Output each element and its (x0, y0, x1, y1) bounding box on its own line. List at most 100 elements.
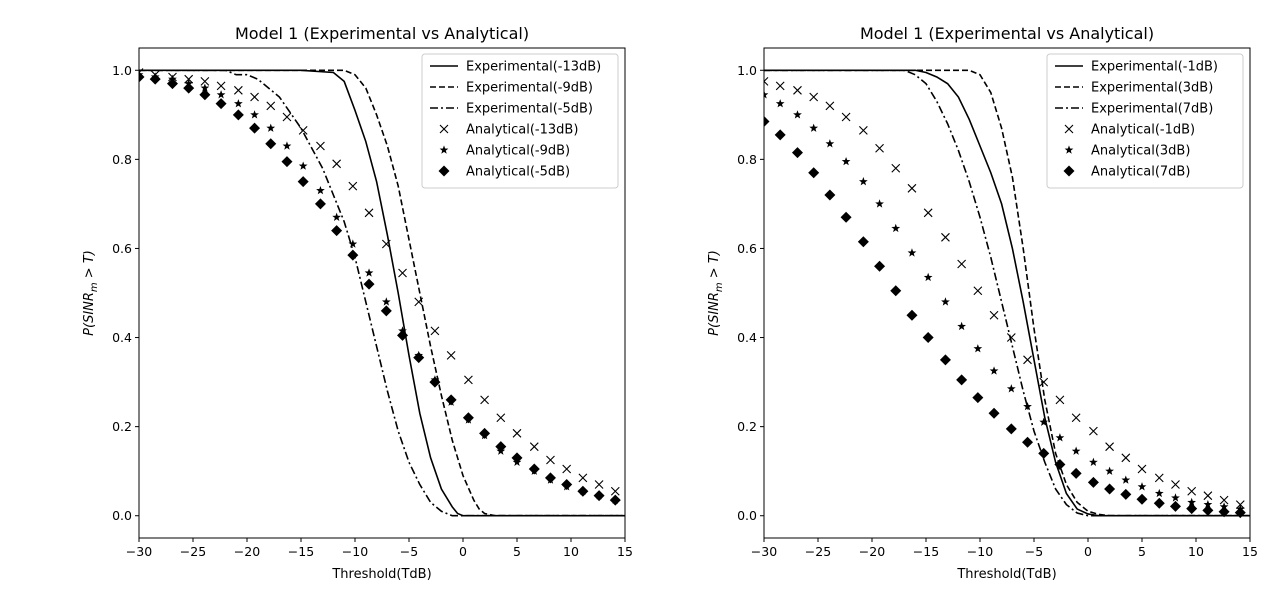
series-experimental-1db-line (764, 69, 1250, 517)
series-analytical-1db-point (1006, 333, 1016, 342)
series-analytical-5db-point (265, 138, 277, 150)
x-tick-label: −15 (288, 544, 314, 559)
legend-item-analytical-13db-label: Analytical(-13dB) (466, 123, 578, 138)
legend-item-analytical-3db-label: Analytical(3dB) (1091, 144, 1190, 159)
series-analytical-9db-point (332, 212, 342, 221)
chart-left: −30 −25 −20 −15 −10 −5 0 5 10 15 0.0 0.2 0.4 0.6 0.8 1.… (82, 24, 633, 582)
x-tick-label: 15 (617, 544, 633, 559)
series-analytical-5db-point (139, 71, 145, 83)
y-tick-label: 1.0 (112, 63, 132, 78)
series-analytical-1db-point (875, 143, 884, 153)
series-analytical-9db-point (200, 83, 210, 92)
series-analytical-13db-point (282, 112, 292, 122)
series-analytical-5db-point (297, 176, 309, 188)
series-analytical-13db-point (266, 101, 276, 111)
series-analytical-1db-point (1203, 491, 1213, 501)
series-analytical-7db-point (1186, 503, 1198, 515)
x-tick-label: −10 (967, 544, 993, 559)
series-analytical-3db-point (775, 99, 785, 108)
series-analytical-5db-point (249, 122, 261, 134)
series-analytical-7db-point (1234, 507, 1246, 519)
series-analytical-5db-point (511, 452, 523, 464)
y-axis-label: P(SINRm > T) (82, 250, 100, 336)
series-analytical-3db-point (891, 223, 901, 233)
series-analytical-5db-point (495, 441, 507, 453)
series-analytical-1db-point (891, 163, 901, 173)
series-experimental-9db-line (139, 69, 625, 517)
series-analytical-13db-point (430, 326, 440, 336)
series-analytical-9db-point (216, 90, 226, 99)
series-analytical-1db-point (1171, 480, 1180, 489)
series-analytical-9db-point (316, 185, 325, 195)
legend-item-analytical-5db-swatch (438, 165, 450, 177)
series-analytical-1db-point (1105, 442, 1114, 452)
y-tick-label: 0.2 (112, 419, 132, 434)
series-analytical-1db-point (1121, 453, 1131, 463)
series-analytical-3db-point (957, 321, 967, 331)
series-analytical-13db-point (381, 239, 391, 249)
series-analytical-1db-point (809, 92, 819, 102)
series-analytical-7db-point (1136, 493, 1148, 505)
x-tick-label: −30 (751, 544, 777, 559)
series-analytical-1db-point (1039, 377, 1049, 387)
series-analytical-5db-point (609, 494, 621, 506)
series-analytical-13db-point (529, 442, 539, 452)
series-analytical-13db-point (316, 141, 325, 151)
series-analytical-1db-point (1137, 464, 1147, 474)
series-experimental-3db-line (764, 69, 1250, 517)
x-tick-label: −10 (342, 544, 368, 559)
x-tick-label: 5 (513, 544, 521, 559)
series-analytical-1db-point (1071, 413, 1081, 423)
y-tick-label: 1.0 (737, 63, 757, 78)
series-analytical-3db-point (1137, 482, 1147, 491)
series-analytical-5db-point (528, 463, 540, 475)
axes-frame (138, 47, 626, 539)
series-analytical-3db-point (764, 90, 769, 99)
plot-area (764, 69, 1250, 519)
legend-item-experimental-3db-label: Experimental(3dB) (1091, 81, 1213, 96)
series-analytical-13db-point (480, 395, 489, 405)
series-analytical-3db-point (1105, 466, 1114, 475)
series-analytical-1db-point (825, 101, 835, 111)
series-analytical-7db-point (874, 260, 886, 272)
series-analytical-1db-point (858, 126, 868, 135)
series-analytical-3db-point (858, 177, 868, 186)
chart-title: Model 1 (Experimental vs Analytical) (235, 24, 529, 43)
legend-item-experimental-5db-label: Experimental(-5dB) (466, 102, 593, 117)
series-analytical-5db-point (363, 278, 375, 290)
series-analytical-7db-point (1070, 467, 1082, 479)
chart-right: −30 −25 −20 −15 −10 −5 0 5 10 15 0.0 0.2 0.4 0.6 0.8 1.… (707, 24, 1258, 582)
legend-box (1046, 53, 1244, 189)
series-analytical-5db-point (397, 329, 409, 341)
legend: Experimental(-1dB) Experimental(3dB) Exper… (1046, 53, 1244, 189)
series-analytical-1db-point (1055, 395, 1065, 405)
series-analytical-1db-point (841, 112, 851, 122)
series-analytical-1db-point (923, 208, 933, 218)
series-analytical-5db-point (232, 109, 244, 121)
series-analytical-7db-point (1120, 488, 1132, 500)
series-analytical-7db-point (1022, 436, 1034, 448)
x-tick-label: 10 (1188, 544, 1204, 559)
y-tick-label: 0.6 (112, 241, 132, 256)
series-analytical-1db-point (1154, 473, 1164, 483)
legend-item-analytical-13db-swatch (439, 124, 449, 134)
x-tick-label: −30 (126, 544, 152, 559)
series-analytical-5db-point (577, 485, 589, 497)
series-analytical-3db-point (1055, 433, 1065, 442)
x-tick-label: −5 (1025, 544, 1043, 559)
series-experimental-13db-line (139, 69, 625, 517)
legend-item-experimental-1db-label: Experimental(-1dB) (1091, 60, 1218, 75)
series-analytical-7db-point (857, 236, 869, 248)
series-analytical-3db-point (841, 156, 851, 166)
series-analytical-9db-point (282, 141, 292, 150)
series-analytical-9db-point (233, 99, 243, 108)
series-analytical-1db-point (775, 81, 785, 91)
series-analytical-13db-point (250, 92, 259, 102)
series-analytical-5db-point (380, 305, 392, 317)
series-analytical-3db-point (923, 272, 933, 282)
series-analytical-13db-point (546, 455, 555, 465)
series-analytical-7db-point (972, 392, 984, 404)
series-analytical-5db-point (413, 352, 425, 364)
series-analytical-7db-point (1087, 476, 1099, 488)
x-axis-label: Threshold(TdB) (956, 567, 1056, 582)
